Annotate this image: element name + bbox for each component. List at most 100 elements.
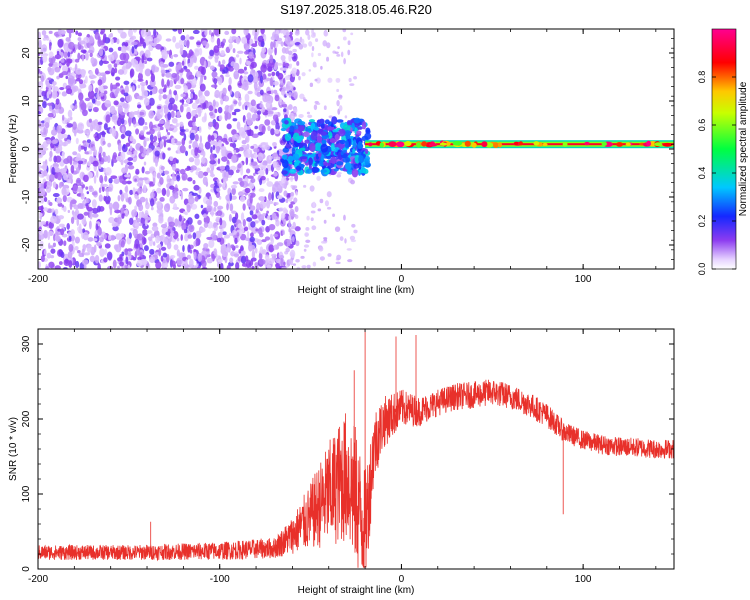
spectrogram-cell (342, 156, 351, 163)
spectrogram-cell (56, 50, 60, 56)
spectrogram-cell (48, 87, 52, 95)
spectrogram-cell (132, 118, 137, 125)
spectrogram-cell (343, 58, 346, 65)
tone-cell (533, 141, 540, 146)
spectrogram-cell (94, 149, 98, 156)
spectrogram-cell (133, 150, 138, 155)
spectrogram-cell (169, 254, 176, 259)
spectrogram-cell (134, 178, 137, 182)
spectrogram-cell (135, 168, 140, 175)
spectrogram-cell (222, 231, 227, 236)
colorbar-gradient (711, 28, 737, 270)
spectrogram-cell (160, 224, 168, 229)
spectrogram-cell (288, 220, 291, 229)
spectrogram-cell (252, 75, 259, 84)
spectrogram-cell (116, 117, 122, 127)
spectrogram-cell (336, 88, 340, 93)
spectrogram-cell (52, 126, 56, 130)
spectrogram-cell (99, 236, 104, 243)
spectrogram-cell (294, 205, 299, 213)
spectrogram-cell (123, 192, 129, 200)
spectrogram-cell (344, 162, 352, 171)
spectrogram-cell (103, 257, 108, 263)
spectrogram-cell (39, 212, 43, 217)
spectrogram-cell (280, 127, 287, 132)
spectrogram-cell (292, 185, 298, 189)
spectrogram-cell (86, 102, 94, 110)
spectrogram-cell (246, 231, 250, 239)
spectrogram-cell (148, 31, 152, 37)
y-tick-label: -10 (21, 189, 32, 204)
spectrogram-cell (187, 217, 193, 225)
spectrogram-cell (61, 71, 69, 76)
spectrogram-cell (152, 177, 156, 185)
spectrogram-cell (310, 210, 316, 214)
spectrogram-cell (125, 256, 129, 265)
spectrogram-cell (77, 202, 84, 209)
spectrogram-cell (121, 167, 127, 174)
spectrogram-cell (182, 187, 189, 192)
tone-cell (471, 142, 477, 148)
spectrogram-cell (203, 75, 207, 80)
spectrogram-cell (310, 131, 318, 141)
spectrogram-cell (60, 58, 65, 63)
spectrogram-cell (297, 121, 306, 126)
spectrogram-cell (132, 29, 137, 33)
spectrogram-cell (65, 88, 73, 95)
spectrogram-cell (203, 171, 209, 177)
spectrogram-cell (273, 255, 277, 262)
spectrogram-cell (101, 183, 109, 188)
spectrogram-cell (42, 163, 48, 171)
spectrogram-cell (144, 49, 151, 58)
spectrogram-cell (210, 146, 213, 154)
spectrogram-cell (191, 102, 198, 110)
spectrogram-cell (208, 135, 213, 140)
spectrogram-cell (98, 164, 102, 170)
spectrogram-cell (150, 42, 157, 47)
x-tick-label: 0 (399, 574, 405, 585)
spectrogram-cell (102, 74, 107, 84)
spectrogram-cell (103, 233, 107, 240)
spectrogram-cell (53, 146, 56, 152)
spectrogram-cell (131, 58, 139, 68)
spectrogram-cell (162, 252, 168, 258)
spectrogram-cell (314, 78, 318, 82)
colorbar-tick-label: 0.6 (697, 119, 707, 132)
spectrogram-cell (288, 203, 294, 209)
spectrogram-cell (238, 249, 242, 254)
spectrogram-cell (47, 112, 54, 118)
spectrogram-cell (94, 31, 100, 40)
spectrogram-cell (142, 126, 146, 133)
spectrogram-cell (77, 32, 82, 37)
spectrogram-cell (289, 40, 295, 46)
spectrogram-cell (254, 247, 258, 254)
spectrogram-cell (45, 266, 50, 269)
spectrogram-cell (259, 89, 264, 96)
spectrogram-cell (346, 248, 352, 251)
spectrogram-cell (183, 211, 187, 215)
spectrogram-cell (269, 233, 274, 242)
spectrogram-cell (48, 30, 53, 35)
spectrogram-cell (104, 248, 108, 255)
spectrogram-cell (173, 90, 178, 96)
spectrogram-cell (249, 236, 255, 243)
spectrogram-cell (300, 255, 305, 259)
spectrogram-cell (144, 122, 148, 126)
spectrogram-cell (74, 58, 80, 63)
colorbar-label: Normalized spectral amplitude (738, 81, 749, 216)
spectrogram-cell (202, 150, 206, 158)
spectrogram-cell (229, 35, 233, 43)
spectrogram-cell (246, 117, 253, 126)
spectrogram-cell (61, 91, 67, 97)
spectrogram-cell (320, 123, 325, 129)
spectrogram-cell (125, 58, 129, 64)
spectrogram-cell (231, 129, 237, 136)
spectrogram-cell (277, 72, 284, 80)
spectrogram-cell (51, 208, 55, 213)
spectrogram-cell (223, 95, 230, 102)
spectrogram-cell (154, 150, 160, 157)
spectrogram-cell (78, 79, 84, 85)
spectrogram-cell (128, 232, 132, 239)
spectrogram-cell (303, 184, 307, 188)
